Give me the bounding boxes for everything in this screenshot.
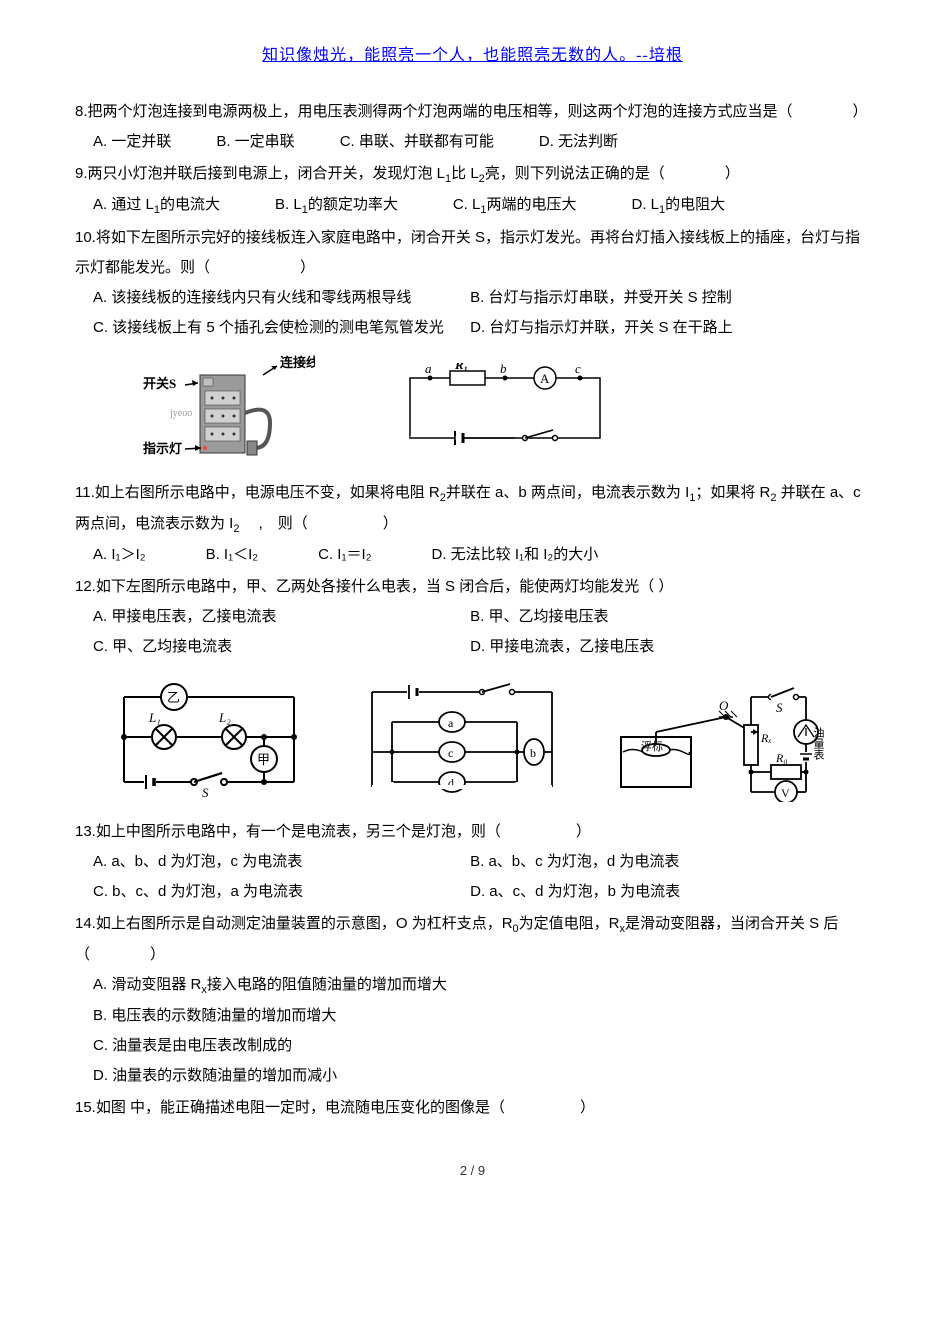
svg-text:S: S	[776, 700, 783, 715]
figure-oil-gauge: 浮标 O Rₓ S R₀ 油量表	[611, 677, 841, 802]
question-8: 8.把两个灯泡连接到电源两极上，用电压表测得两个灯泡两端的电压相等，则这两个灯泡…	[75, 97, 870, 157]
svg-text:L₁: L₁	[148, 710, 161, 725]
q9-text-mid2: 亮，则下列说法正确的是（ ）	[485, 165, 740, 182]
question-9: 9.两只小灯泡并联后接到电源上，闭合开关，发现灯泡 L1比 L2亮，则下列说法正…	[75, 159, 870, 221]
question-12: 12.如下左图所示电路中，甲、乙两处各接什么电表，当 S 闭合后，能使两灯均能发…	[75, 572, 870, 662]
q14-opt-d: D. 油量表的示数随油量的增加而减小	[75, 1061, 870, 1091]
q11-text: 11.如上右图所示电路中，电源电压不变，如果将电阻 R2并联在 a、b 两点间，…	[75, 478, 870, 540]
svg-text:O: O	[719, 698, 729, 713]
svg-text:油量表: 油量表	[812, 726, 825, 761]
page-footer: 2 / 9	[75, 1158, 870, 1184]
q10-opt-a: A. 该接线板的连接线内只有火线和零线两根导线	[93, 283, 466, 313]
q9-text-mid1: 比 L	[451, 165, 479, 182]
q8-opt-a: A. 一定并联	[93, 127, 171, 157]
q8-options: A. 一定并联 B. 一定串联 C. 串联、并联都有可能 D. 无法判断	[75, 127, 870, 157]
q8-opt-c: C. 串联、并联都有可能	[340, 127, 494, 157]
q11-opt-a: A. I₁＞I₂	[93, 540, 146, 570]
q10-opt-d: D. 台灯与指示灯并联，开关 S 在干路上	[470, 313, 843, 343]
svg-text:甲: 甲	[257, 752, 270, 767]
q8-opt-b: B. 一定串联	[216, 127, 294, 157]
q11-opt-b: B. I₁＜I₂	[206, 540, 259, 570]
q15-text: 15.如图 中，能正确描述电阻一定时，电流随电压变化的图像是（ ）	[75, 1093, 870, 1123]
figure-row-12-14: 乙 L₁ L₂ 甲 S	[75, 677, 870, 802]
q14-text: 14.如上右图所示是自动测定油量装置的示意图，O 为杠杆支点，R0为定值电阻，R…	[75, 909, 870, 970]
q14-opt-c: C. 油量表是由电压表改制成的	[75, 1031, 870, 1061]
q11-options: A. I₁＞I₂ B. I₁＜I₂ C. I₁＝I₂ D. 无法比较 I₁和 I…	[75, 540, 870, 570]
question-14: 14.如上右图所示是自动测定油量装置的示意图，O 为杠杆支点，R0为定值电阻，R…	[75, 909, 870, 1091]
q10-text: 10.将如下左图所示完好的接线板连入家庭电路中，闭合开关 S，指示灯发光。再将台…	[75, 223, 870, 283]
q14-opt-b: B. 电压表的示数随油量的增加而增大	[75, 1001, 870, 1031]
question-11: 11.如上右图所示电路中，电源电压不变，如果将电阻 R2并联在 a、b 两点间，…	[75, 478, 870, 570]
svg-text:连接线: 连接线	[280, 355, 315, 370]
q9-text: 9.两只小灯泡并联后接到电源上，闭合开关，发现灯泡 L1比 L2亮，则下列说法正…	[75, 159, 870, 190]
svg-text:S: S	[202, 785, 209, 800]
q12-options: A. 甲接电压表，乙接电流表 B. 甲、乙均接电压表 C. 甲、乙均接电流表 D…	[75, 602, 870, 662]
q12-opt-a: A. 甲接电压表，乙接电流表	[93, 602, 466, 632]
svg-text:浮标: 浮标	[641, 739, 663, 753]
q9-opt-b: B. L1的额定功率大	[275, 190, 398, 221]
figure-circuit-r1: a R₁ b A c	[395, 363, 615, 458]
q12-opt-b: B. 甲、乙均接电压表	[470, 602, 843, 632]
svg-text:c: c	[448, 746, 453, 760]
svg-text:开关S: 开关S	[143, 376, 176, 391]
q13-opt-c: C. b、c、d 为灯泡，a 为电流表	[93, 877, 466, 907]
q14-pre: 14.如上右图所示是自动测定油量装置的示意图，O 为杠杆支点，R	[75, 915, 513, 932]
q11-end: , 则（ ）	[239, 515, 397, 532]
svg-text:a: a	[425, 363, 432, 376]
question-10: 10.将如下左图所示完好的接线板连入家庭电路中，闭合开关 S，指示灯发光。再将台…	[75, 223, 870, 343]
q14-opt-a: A. 滑动变阻器 Rx接入电路的阻值随油量的增加而增大	[75, 970, 870, 1001]
q11-m2: ；如果将 R	[695, 484, 770, 501]
header-quote: 知识像烛光，能照亮一个人，也能照亮无数的人。--培根	[75, 40, 870, 72]
q12-text: 12.如下左图所示电路中，甲、乙两处各接什么电表，当 S 闭合后，能使两灯均能发…	[75, 572, 870, 602]
q9-opt-c: C. L1两端的电压大	[453, 190, 577, 221]
q10-options: A. 该接线板的连接线内只有火线和零线两根导线 B. 台灯与指示灯串联，并受开关…	[75, 283, 870, 343]
q12-opt-d: D. 甲接电流表，乙接电压表	[470, 632, 843, 662]
figure-row-10-11: 连接线 开关S jyeoo 指示灯 a R₁ b A	[135, 353, 870, 468]
svg-text:jyeoo: jyeoo	[169, 408, 192, 419]
q10-opt-c: C. 该接线板上有 5 个插孔会使检测的测电笔氖管发光	[93, 313, 466, 343]
svg-text:R₁: R₁	[454, 363, 468, 372]
q13-text: 13.如上中图所示电路中，有一个是电流表，另三个是灯泡，则（ ）	[75, 817, 870, 847]
question-13: 13.如上中图所示电路中，有一个是电流表，另三个是灯泡，则（ ） A. a、b、…	[75, 817, 870, 907]
q9-opt-a: A. 通过 L1的电流大	[93, 190, 220, 221]
q11-pre: 11.如上右图所示电路中，电源电压不变，如果将电阻 R	[75, 484, 440, 501]
question-15: 15.如图 中，能正确描述电阻一定时，电流随电压变化的图像是（ ）	[75, 1093, 870, 1123]
q8-text: 8.把两个灯泡连接到电源两极上，用电压表测得两个灯泡两端的电压相等，则这两个灯泡…	[75, 97, 870, 127]
q13-opt-b: B. a、b、c 为灯泡，d 为电流表	[470, 847, 843, 877]
svg-text:V: V	[781, 786, 790, 800]
q10-opt-b: B. 台灯与指示灯串联，并受开关 S 控制	[470, 283, 843, 313]
q13-opt-d: D. a、c、d 为灯泡，b 为电流表	[470, 877, 843, 907]
q11-opt-d: D. 无法比较 I₁和 I₂的大小	[432, 540, 599, 570]
svg-text:Rₓ: Rₓ	[760, 731, 772, 745]
q12-opt-c: C. 甲、乙均接电流表	[93, 632, 466, 662]
q14-options: A. 滑动变阻器 Rx接入电路的阻值随油量的增加而增大 B. 电压表的示数随油量…	[75, 970, 870, 1091]
svg-text:c: c	[575, 363, 581, 376]
q9-text-pre: 9.两只小灯泡并联后接到电源上，闭合开关，发现灯泡 L	[75, 165, 445, 182]
figure-circuit-13: a c d b	[352, 677, 572, 802]
svg-text:b: b	[500, 363, 507, 376]
q13-opt-a: A. a、b、d 为灯泡，c 为电流表	[93, 847, 466, 877]
svg-text:L₂: L₂	[218, 710, 231, 725]
q9-options: A. 通过 L1的电流大 B. L1的额定功率大 C. L1两端的电压大 D. …	[75, 190, 870, 221]
svg-text:a: a	[448, 716, 454, 730]
svg-text:A: A	[540, 371, 550, 386]
q11-m1: 并联在 a、b 两点间，电流表示数为 I	[446, 484, 689, 501]
q9-opt-d: D. L1的电阻大	[631, 190, 725, 221]
figure-circuit-12: 乙 L₁ L₂ 甲 S	[104, 677, 314, 802]
svg-text:乙: 乙	[167, 690, 180, 705]
figure-power-strip: 连接线 开关S jyeoo 指示灯	[135, 353, 315, 468]
q13-options: A. a、b、d 为灯泡，c 为电流表 B. a、b、c 为灯泡，d 为电流表 …	[75, 847, 870, 907]
q14-mid: 为定值电阻，R	[519, 915, 620, 932]
q8-opt-d: D. 无法判断	[539, 127, 618, 157]
q11-opt-c: C. I₁＝I₂	[318, 540, 371, 570]
svg-text:b: b	[530, 746, 536, 760]
svg-text:R₀: R₀	[775, 751, 788, 765]
svg-text:指示灯: 指示灯	[143, 441, 182, 456]
